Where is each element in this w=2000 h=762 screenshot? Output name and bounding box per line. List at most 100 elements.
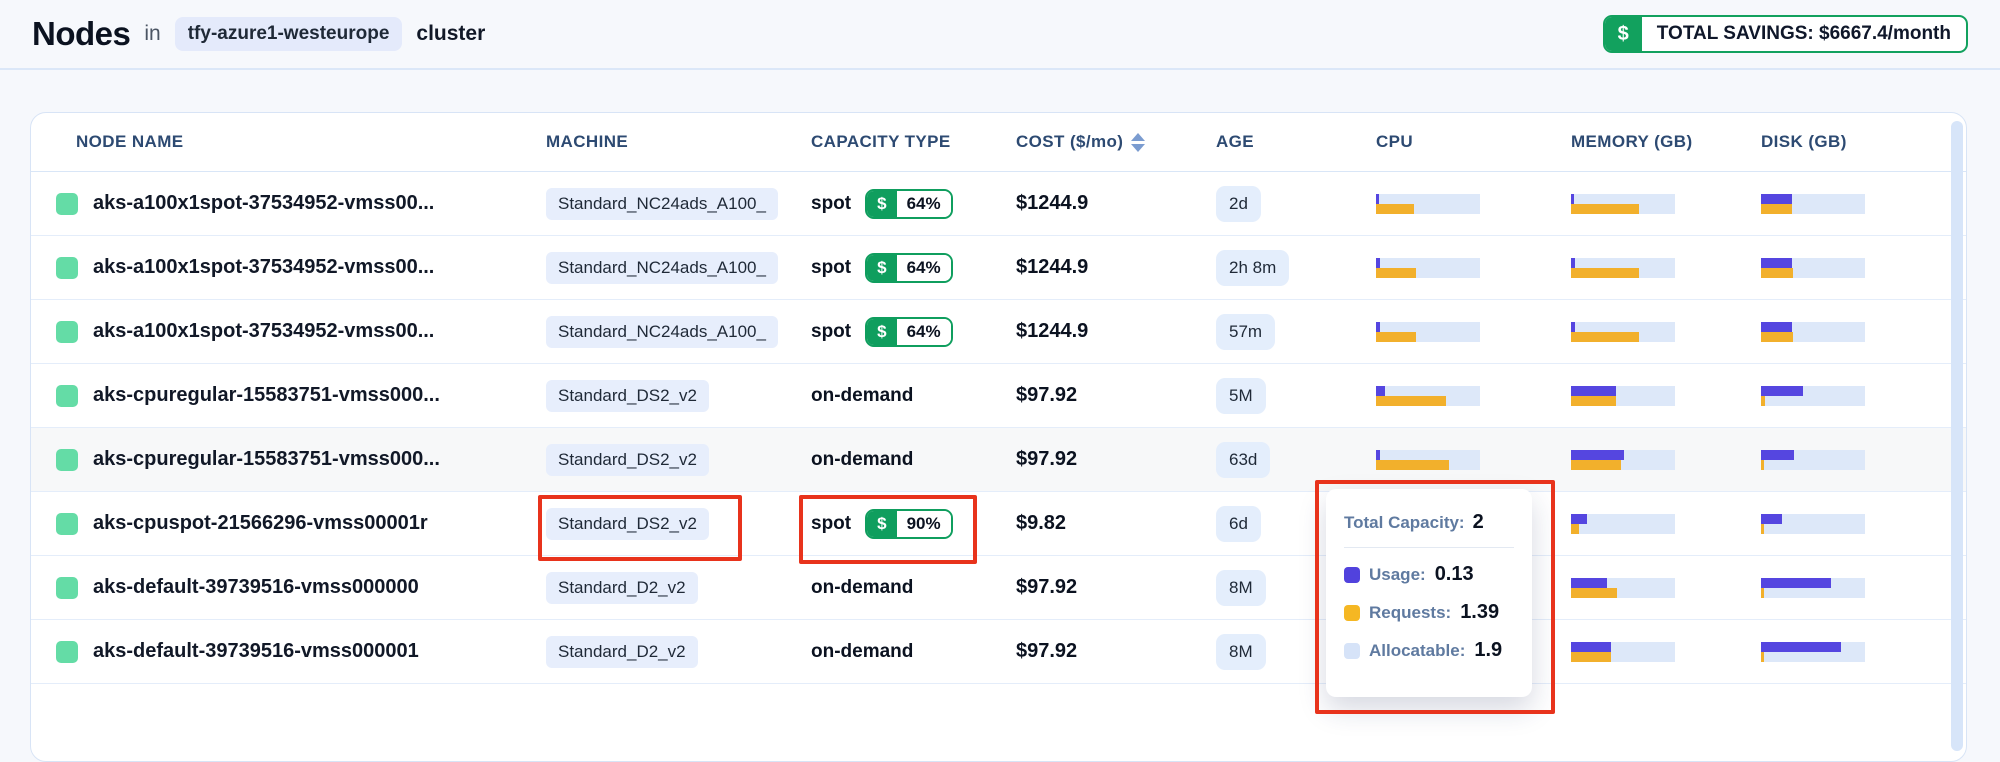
age-badge: 8M — [1216, 569, 1266, 606]
memory-usage-bar[interactable] — [1571, 321, 1675, 342]
page-title: Nodes — [32, 15, 131, 52]
node-name: aks-cpuregular-15583751-vmss000... — [93, 384, 440, 406]
table-row[interactable]: aks-cpuregular-15583751-vmss000... Stand… — [31, 364, 1966, 428]
column-header-cost[interactable]: COST ($/mo) — [1016, 132, 1216, 152]
dollar-icon: $ — [867, 190, 897, 217]
memory-usage-bar[interactable] — [1571, 641, 1675, 662]
capacity-type-label: spot — [811, 512, 852, 534]
cost-value: $1244.9 — [1016, 320, 1089, 342]
age-badge: 57m — [1216, 313, 1276, 350]
column-header-age[interactable]: AGE — [1216, 132, 1376, 152]
cluster-name-chip[interactable]: tfy-azure1-westeurope — [174, 17, 403, 51]
node-name: aks-default-39739516-vmss000001 — [93, 640, 419, 662]
memory-usage-bar[interactable] — [1571, 577, 1675, 598]
sort-up-arrow — [1131, 132, 1146, 141]
table-row[interactable]: aks-cpuregular-15583751-vmss000... Stand… — [31, 428, 1966, 492]
column-header-memory[interactable]: MEMORY (GB) — [1571, 132, 1761, 152]
legend-swatch-icon — [1344, 642, 1360, 659]
sort-icon[interactable] — [1131, 132, 1146, 152]
column-header-node_name[interactable]: NODE NAME — [56, 132, 546, 152]
age-badge: 63d — [1216, 441, 1271, 478]
cost-value: $1244.9 — [1016, 192, 1089, 214]
table-row[interactable]: aks-a100x1spot-37534952-vmss00... Standa… — [31, 300, 1966, 364]
capacity-type-label: spot — [811, 256, 852, 278]
sort-down-arrow — [1131, 143, 1146, 152]
legend-value: 1.9 — [1474, 639, 1503, 661]
machine-type-chip: Standard_NC24ads_A100_ — [546, 187, 778, 220]
cpu-usage-bar[interactable] — [1376, 321, 1480, 342]
spot-savings-badge: $ 64% — [865, 252, 953, 283]
cpu-capacity-tooltip: Total Capacity: 2 Usage: 0.13 Requests: … — [1326, 489, 1532, 697]
spot-savings-badge: $ 64% — [865, 188, 953, 219]
memory-usage-bar[interactable] — [1571, 449, 1675, 470]
tooltip-divider — [1344, 547, 1514, 548]
dollar-icon: $ — [867, 510, 897, 537]
cpu-usage-bar[interactable] — [1376, 193, 1480, 214]
node-name: aks-a100x1spot-37534952-vmss00... — [93, 256, 435, 278]
cost-value: $9.82 — [1016, 512, 1067, 534]
column-header-label: MACHINE — [546, 132, 629, 151]
legend-value: 1.39 — [1460, 601, 1500, 623]
node-name: aks-cpuregular-15583751-vmss000... — [93, 448, 440, 470]
table-row[interactable]: aks-cpuspot-21566296-vmss00001r Standard… — [31, 492, 1966, 556]
total-savings-label: TOTAL SAVINGS: $6667.4/month — [1656, 23, 1951, 44]
column-header-label: CPU — [1376, 132, 1414, 151]
age-badge: 2h 8m — [1216, 249, 1290, 286]
page-header: Nodes in tfy-azure1-westeurope cluster $… — [0, 0, 2000, 70]
memory-usage-bar[interactable] — [1571, 257, 1675, 278]
node-name: aks-a100x1spot-37534952-vmss00... — [93, 320, 435, 342]
legend-swatch-icon — [1344, 566, 1360, 583]
tooltip-legend-row: Requests: 1.39 — [1344, 601, 1514, 624]
machine-type-chip: Standard_DS2_v2 — [546, 379, 709, 412]
cost-value: $97.92 — [1016, 640, 1078, 662]
node-status-indicator — [56, 448, 78, 471]
total-capacity-label: Total Capacity: — [1344, 513, 1465, 532]
memory-usage-bar[interactable] — [1571, 193, 1675, 214]
machine-type-chip: Standard_DS2_v2 — [546, 507, 709, 540]
disk-usage-bar[interactable] — [1761, 385, 1865, 406]
capacity-type-label: on-demand — [811, 448, 914, 470]
table-row[interactable]: aks-a100x1spot-37534952-vmss00... Standa… — [31, 236, 1966, 300]
vertical-scrollbar[interactable] — [1951, 121, 1963, 751]
table-row[interactable]: aks-default-39739516-vmss000001 Standard… — [31, 620, 1966, 684]
spot-savings-badge: $ 90% — [865, 508, 953, 539]
disk-usage-bar[interactable] — [1761, 641, 1865, 662]
disk-usage-bar[interactable] — [1761, 513, 1865, 534]
disk-usage-bar[interactable] — [1761, 193, 1865, 214]
column-header-label: DISK (GB) — [1761, 132, 1847, 151]
age-badge: 8M — [1216, 633, 1266, 670]
disk-usage-bar[interactable] — [1761, 321, 1865, 342]
column-header-capacity_type[interactable]: CAPACITY TYPE — [811, 132, 1016, 152]
table-row[interactable]: aks-default-39739516-vmss000000 Standard… — [31, 556, 1966, 620]
cost-value: $97.92 — [1016, 448, 1078, 470]
cpu-usage-bar[interactable] — [1376, 257, 1480, 278]
tooltip-legend: Usage: 0.13 Requests: 1.39 Allocatable: … — [1344, 563, 1514, 662]
legend-label: Requests: — [1369, 602, 1452, 622]
cpu-usage-bar[interactable] — [1376, 449, 1480, 470]
memory-usage-bar[interactable] — [1571, 513, 1675, 534]
disk-usage-bar[interactable] — [1761, 257, 1865, 278]
node-name: aks-a100x1spot-37534952-vmss00... — [93, 192, 435, 214]
legend-swatch-icon — [1344, 604, 1360, 621]
capacity-type-label: spot — [811, 320, 852, 342]
cost-value: $97.92 — [1016, 576, 1078, 598]
column-header-cpu[interactable]: CPU — [1376, 132, 1571, 152]
cpu-usage-bar[interactable] — [1376, 385, 1480, 406]
spot-savings-badge: $ 64% — [865, 316, 953, 347]
column-header-disk[interactable]: DISK (GB) — [1761, 132, 1933, 152]
table-row[interactable]: aks-a100x1spot-37534952-vmss00... Standa… — [31, 172, 1966, 236]
savings-percent: 64% — [896, 318, 951, 345]
age-badge: 2d — [1216, 185, 1261, 222]
cost-value: $1244.9 — [1016, 256, 1089, 278]
disk-usage-bar[interactable] — [1761, 577, 1865, 598]
node-status-indicator — [56, 384, 78, 407]
capacity-type-label: on-demand — [811, 576, 914, 598]
title-group: Nodes in tfy-azure1-westeurope cluster — [32, 15, 485, 53]
node-status-indicator — [56, 192, 78, 215]
column-header-label: AGE — [1216, 132, 1255, 151]
memory-usage-bar[interactable] — [1571, 385, 1675, 406]
total-savings-badge: $ TOTAL SAVINGS: $6667.4/month — [1602, 15, 1968, 53]
column-header-machine[interactable]: MACHINE — [546, 132, 811, 152]
disk-usage-bar[interactable] — [1761, 449, 1865, 470]
node-name: aks-cpuspot-21566296-vmss00001r — [93, 512, 428, 534]
